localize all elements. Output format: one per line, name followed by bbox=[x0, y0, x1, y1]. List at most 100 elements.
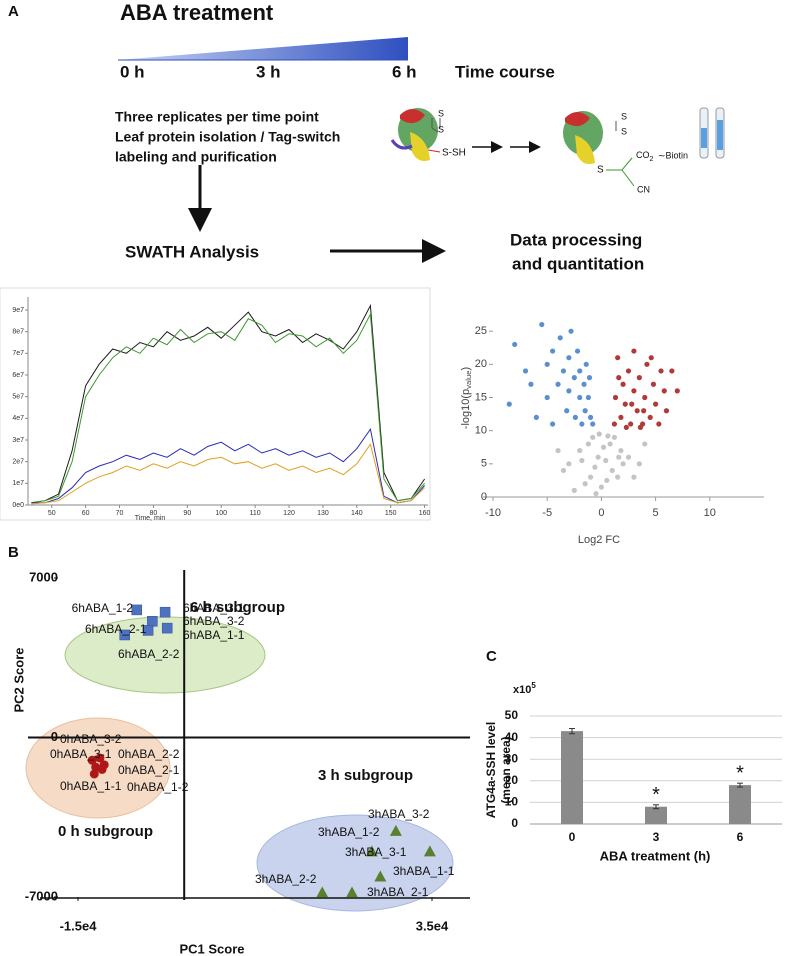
point bbox=[631, 348, 637, 354]
point bbox=[577, 394, 583, 401]
point bbox=[631, 474, 637, 480]
x-tick-label: 3.5e4 bbox=[416, 918, 449, 933]
atom-label: S bbox=[621, 126, 627, 136]
x-tick-label: -10 bbox=[485, 507, 501, 519]
tubes bbox=[699, 107, 725, 159]
schematic-title: ABA treatment bbox=[120, 0, 274, 25]
point bbox=[605, 433, 611, 439]
x-tick-label: 6 bbox=[737, 830, 744, 844]
point bbox=[512, 341, 518, 348]
point bbox=[641, 408, 647, 414]
x-tick-label: 60 bbox=[82, 510, 90, 517]
time-wedge bbox=[118, 37, 408, 60]
point-label: 3hABA_2-2 bbox=[255, 872, 317, 886]
step-text: Three replicates per time point bbox=[115, 109, 319, 125]
y-tick-label: 20 bbox=[505, 773, 519, 787]
point-label: 3hABA_3-1 bbox=[345, 845, 407, 859]
y-tick-label: 25 bbox=[475, 325, 487, 337]
point bbox=[579, 457, 585, 464]
y-tick-label: 5 bbox=[481, 458, 487, 470]
point bbox=[611, 434, 618, 440]
y-tick-label: 0 bbox=[511, 816, 518, 830]
point bbox=[583, 361, 589, 367]
point bbox=[598, 484, 605, 490]
panel-label: A bbox=[8, 3, 19, 20]
point bbox=[365, 845, 378, 857]
point bbox=[623, 424, 629, 430]
atom-label: S bbox=[438, 124, 444, 134]
point bbox=[628, 421, 634, 427]
x-tick-label: 5 bbox=[653, 507, 659, 519]
y-tick-label: 1e7 bbox=[12, 480, 24, 487]
point bbox=[579, 421, 585, 427]
point bbox=[147, 616, 158, 627]
point bbox=[560, 467, 567, 474]
y-tick-label: 0e0 bbox=[12, 502, 24, 509]
x-tick-label: -1.5e4 bbox=[60, 918, 98, 933]
x-axis-label: Time, min bbox=[135, 515, 166, 522]
point bbox=[647, 414, 653, 420]
point bbox=[389, 824, 402, 836]
point bbox=[571, 487, 577, 493]
point bbox=[574, 348, 581, 354]
y-tick-label: 7000 bbox=[29, 569, 58, 584]
point bbox=[587, 474, 594, 480]
point bbox=[622, 401, 628, 407]
point-label: 3hABA_3-2 bbox=[368, 807, 430, 821]
chem-label: CO bbox=[636, 150, 650, 160]
x-tick-label: 0 bbox=[598, 507, 604, 519]
chem-subscript: 2 bbox=[650, 156, 654, 163]
point bbox=[582, 481, 588, 487]
timepoint: 0 h bbox=[120, 62, 145, 81]
step-text: SWATH Analysis bbox=[125, 242, 259, 261]
y-tick-label: 2e7 bbox=[12, 459, 24, 466]
x-tick-label: 100 bbox=[215, 510, 227, 517]
point bbox=[612, 394, 619, 401]
point bbox=[161, 622, 173, 634]
point bbox=[636, 375, 642, 381]
bar bbox=[729, 785, 751, 824]
point-label: 6hABA_2-2 bbox=[118, 647, 180, 661]
point bbox=[629, 401, 635, 407]
point bbox=[97, 764, 107, 774]
point bbox=[625, 368, 632, 374]
y-tick-label: 5e7 bbox=[12, 394, 24, 401]
point bbox=[555, 381, 561, 387]
y-axis-label: -log10(pvalue) bbox=[460, 367, 473, 429]
point bbox=[316, 886, 329, 898]
y-tick-label: 40 bbox=[505, 730, 519, 744]
point bbox=[131, 604, 143, 616]
y-tick-label: 30 bbox=[505, 751, 519, 765]
point bbox=[89, 769, 99, 779]
step-text: labeling and purification bbox=[115, 149, 277, 165]
point bbox=[653, 401, 659, 407]
point bbox=[648, 355, 654, 361]
point bbox=[616, 454, 622, 460]
point bbox=[555, 447, 561, 454]
point bbox=[611, 421, 618, 427]
point bbox=[533, 414, 539, 420]
point bbox=[590, 434, 596, 440]
point bbox=[631, 388, 637, 394]
y-tick-label: 3e7 bbox=[12, 437, 24, 444]
point bbox=[566, 461, 572, 467]
point bbox=[560, 368, 567, 374]
point bbox=[374, 870, 387, 882]
scale-label-exponent: 5 bbox=[531, 681, 536, 690]
y-tick-label: 20 bbox=[475, 358, 487, 370]
point bbox=[587, 414, 594, 420]
x-tick-label: 50 bbox=[48, 510, 56, 517]
significance-mark: * bbox=[652, 784, 660, 806]
y-tick-label: 10 bbox=[475, 425, 487, 437]
y-tick-label: 0 bbox=[51, 729, 58, 744]
point bbox=[522, 368, 529, 374]
point bbox=[603, 457, 609, 464]
x-tick-label: 70 bbox=[116, 510, 124, 517]
atom-label: S bbox=[597, 165, 604, 176]
y-axis-label-part: ) bbox=[460, 367, 472, 371]
group-label: 0 h subgroup bbox=[58, 823, 153, 840]
point bbox=[663, 408, 670, 414]
point bbox=[620, 461, 626, 467]
y-axis-label: ATG4a-SSH level bbox=[484, 722, 498, 818]
